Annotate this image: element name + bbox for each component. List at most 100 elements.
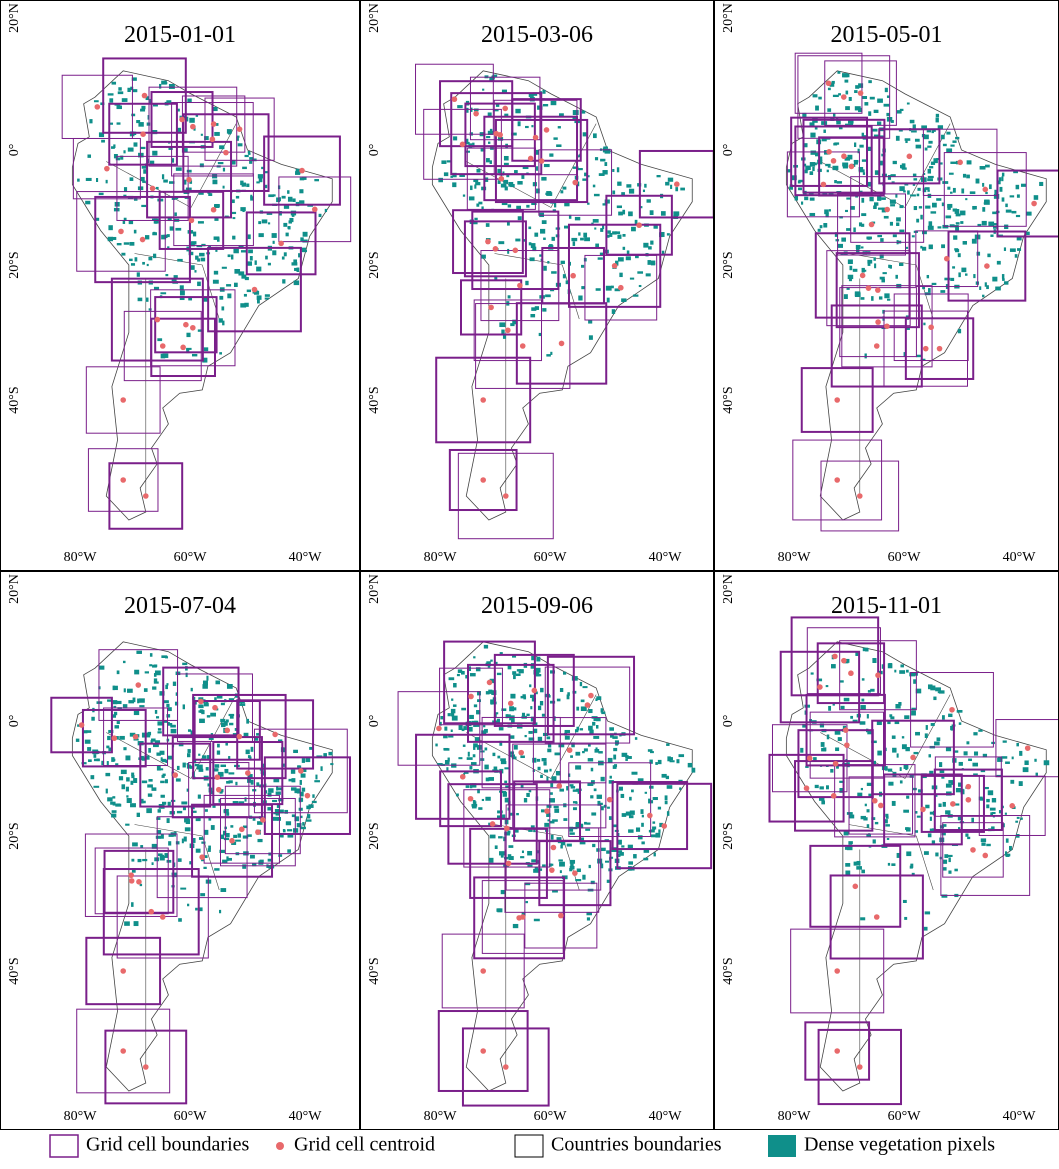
vegetation-pixel bbox=[514, 745, 518, 750]
vegetation-pixel bbox=[248, 755, 251, 758]
vegetation-pixel bbox=[174, 212, 176, 216]
vegetation-pixel bbox=[905, 747, 909, 751]
vegetation-pixel bbox=[537, 759, 540, 762]
vegetation-pixel bbox=[638, 835, 643, 839]
vegetation-pixel bbox=[871, 296, 873, 301]
vegetation-pixel bbox=[899, 230, 904, 233]
vegetation-pixel bbox=[945, 215, 951, 218]
vegetation-pixel bbox=[1002, 197, 1005, 201]
vegetation-pixel bbox=[544, 770, 548, 773]
vegetation-pixel bbox=[665, 182, 669, 186]
vegetation-pixel bbox=[938, 803, 941, 807]
vegetation-pixel bbox=[488, 777, 494, 781]
vegetation-pixel bbox=[953, 188, 956, 193]
vegetation-pixel bbox=[315, 775, 317, 780]
vegetation-pixel bbox=[229, 723, 233, 725]
vegetation-pixel bbox=[169, 84, 175, 89]
vegetation-pixel bbox=[272, 233, 277, 238]
grid-centroid bbox=[506, 861, 512, 867]
grid-centroid bbox=[559, 341, 565, 347]
grid-centroid bbox=[866, 285, 872, 291]
vegetation-pixel bbox=[965, 273, 967, 275]
vegetation-pixel bbox=[475, 182, 480, 185]
vegetation-pixel bbox=[219, 145, 224, 149]
vegetation-pixel bbox=[910, 120, 915, 124]
lon-label: 60°W bbox=[888, 1109, 922, 1124]
vegetation-pixel bbox=[146, 808, 152, 813]
vegetation-pixel bbox=[201, 134, 203, 136]
vegetation-pixel bbox=[958, 329, 961, 333]
vegetation-pixel bbox=[868, 80, 871, 83]
grid-centroid bbox=[844, 742, 850, 748]
lat-label: 20°S bbox=[367, 822, 382, 849]
vegetation-pixel bbox=[208, 846, 211, 850]
grid-centroid bbox=[95, 104, 101, 110]
vegetation-pixel bbox=[899, 670, 905, 674]
vegetation-pixel bbox=[573, 110, 579, 115]
vegetation-pixel bbox=[530, 257, 535, 261]
lon-label: 40°W bbox=[1003, 1109, 1037, 1124]
vegetation-pixel bbox=[989, 184, 992, 189]
grid-centroid bbox=[473, 111, 479, 117]
vegetation-pixel bbox=[609, 727, 614, 730]
vegetation-pixel bbox=[302, 758, 305, 763]
vegetation-pixel bbox=[895, 194, 897, 198]
vegetation-pixel bbox=[293, 198, 296, 202]
vegetation-pixel bbox=[233, 249, 238, 254]
vegetation-pixel bbox=[1012, 211, 1017, 214]
vegetation-pixel bbox=[920, 215, 922, 220]
vegetation-pixel bbox=[575, 765, 581, 769]
vegetation-pixel bbox=[865, 804, 867, 807]
vegetation-pixel bbox=[563, 274, 566, 278]
vegetation-pixel bbox=[917, 194, 920, 197]
vegetation-pixel bbox=[928, 141, 932, 144]
vegetation-pixel bbox=[940, 290, 945, 293]
vegetation-pixel bbox=[248, 834, 252, 837]
vegetation-pixel bbox=[978, 730, 982, 732]
grid-centroid bbox=[875, 287, 881, 293]
legend-item: Grid cell centroid bbox=[276, 1134, 435, 1156]
vegetation-pixel bbox=[631, 790, 634, 793]
vegetation-pixel bbox=[272, 250, 276, 255]
vegetation-pixel bbox=[247, 290, 251, 293]
vegetation-pixel bbox=[635, 737, 637, 740]
vegetation-pixel bbox=[478, 807, 482, 810]
vegetation-pixel bbox=[595, 244, 599, 248]
vegetation-pixel bbox=[206, 676, 208, 681]
vegetation-pixel bbox=[265, 298, 269, 300]
vegetation-pixel bbox=[872, 658, 876, 663]
vegetation-pixel bbox=[884, 104, 890, 107]
grid-centroid bbox=[612, 263, 618, 269]
vegetation-pixel bbox=[145, 671, 149, 673]
vegetation-pixel bbox=[486, 223, 490, 227]
vegetation-pixel bbox=[937, 737, 941, 741]
vegetation-pixel bbox=[925, 206, 930, 209]
vegetation-pixel bbox=[513, 675, 516, 679]
grid-centroid bbox=[858, 90, 864, 96]
vegetation-pixel bbox=[805, 166, 808, 171]
grid-centroid bbox=[982, 187, 988, 193]
vegetation-pixel bbox=[904, 765, 909, 769]
vegetation-pixel bbox=[551, 271, 557, 274]
grid-centroid bbox=[118, 229, 124, 235]
vegetation-pixel bbox=[238, 143, 243, 146]
vegetation-pixel bbox=[646, 273, 651, 276]
vegetation-pixel bbox=[581, 265, 584, 268]
vegetation-pixel bbox=[242, 167, 247, 169]
vegetation-pixel bbox=[525, 735, 527, 737]
vegetation-pixel bbox=[829, 209, 831, 211]
vegetation-pixel bbox=[155, 710, 157, 714]
vegetation-pixel bbox=[899, 186, 904, 191]
vegetation-pixel bbox=[670, 760, 675, 762]
lat-label: 20°N bbox=[7, 3, 22, 33]
vegetation-pixel bbox=[284, 252, 287, 256]
vegetation-pixel bbox=[636, 827, 640, 831]
vegetation-pixel bbox=[631, 227, 636, 232]
vegetation-pixel bbox=[117, 721, 120, 724]
vegetation-pixel bbox=[154, 857, 159, 861]
vegetation-pixel bbox=[529, 790, 532, 792]
vegetation-pixel bbox=[947, 187, 950, 190]
vegetation-pixel bbox=[297, 823, 302, 827]
vegetation-pixel bbox=[651, 829, 654, 832]
vegetation-pixel bbox=[151, 739, 156, 742]
